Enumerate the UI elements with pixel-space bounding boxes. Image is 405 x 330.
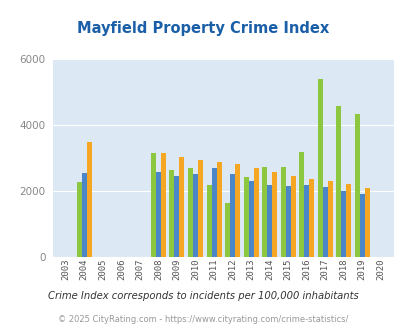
- Bar: [309, 179, 313, 257]
- Bar: [230, 174, 234, 257]
- Bar: [192, 174, 198, 257]
- Bar: [156, 172, 160, 257]
- Bar: [248, 181, 253, 257]
- Bar: [266, 185, 271, 257]
- Bar: [354, 114, 359, 257]
- Bar: [317, 79, 322, 257]
- Bar: [160, 153, 166, 257]
- Bar: [303, 185, 309, 257]
- Text: Mayfield Property Crime Index: Mayfield Property Crime Index: [77, 21, 328, 36]
- Bar: [224, 203, 230, 257]
- Bar: [179, 157, 184, 257]
- Bar: [81, 173, 87, 257]
- Bar: [87, 142, 92, 257]
- Bar: [206, 185, 211, 257]
- Bar: [364, 188, 369, 257]
- Bar: [234, 164, 239, 257]
- Text: Crime Index corresponds to incidents per 100,000 inhabitants: Crime Index corresponds to incidents per…: [47, 291, 358, 301]
- Bar: [327, 181, 332, 257]
- Bar: [359, 194, 364, 257]
- Bar: [335, 106, 341, 257]
- Bar: [341, 191, 345, 257]
- Bar: [298, 152, 303, 257]
- Text: © 2025 CityRating.com - https://www.cityrating.com/crime-statistics/: © 2025 CityRating.com - https://www.city…: [58, 315, 347, 324]
- Bar: [285, 186, 290, 257]
- Bar: [174, 176, 179, 257]
- Bar: [290, 176, 295, 257]
- Bar: [262, 167, 266, 257]
- Bar: [280, 167, 285, 257]
- Bar: [211, 168, 216, 257]
- Bar: [322, 187, 327, 257]
- Bar: [188, 168, 192, 257]
- Bar: [77, 182, 81, 257]
- Bar: [345, 184, 350, 257]
- Bar: [271, 172, 277, 257]
- Bar: [243, 177, 248, 257]
- Bar: [151, 153, 156, 257]
- Bar: [198, 160, 202, 257]
- Bar: [253, 168, 258, 257]
- Bar: [216, 162, 221, 257]
- Bar: [169, 170, 174, 257]
